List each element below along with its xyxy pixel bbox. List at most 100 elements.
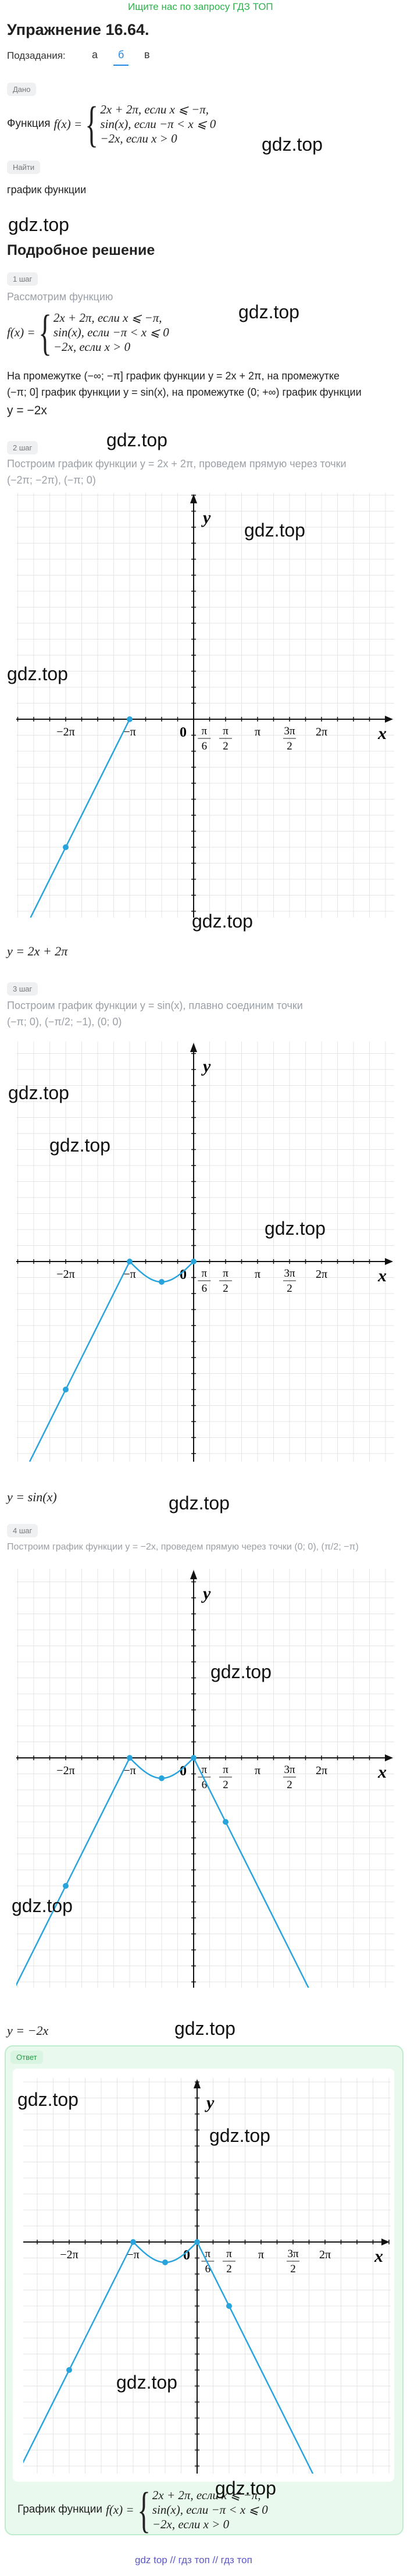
plot-point	[191, 1259, 197, 1264]
x-arrow	[381, 2239, 390, 2245]
find-text: график функции	[7, 184, 87, 196]
watermark: gdz.top	[238, 301, 299, 322]
watermark: gdz.top	[174, 2018, 235, 2039]
x-tick-label: π	[255, 1268, 260, 1281]
x-tick-label: −π	[123, 726, 135, 738]
axis-label-x: x	[377, 1266, 387, 1285]
watermark: gdz.top	[215, 2478, 276, 2499]
watermark: gdz.top	[17, 2089, 78, 2110]
plot-line	[16, 1757, 131, 1987]
x-tick-label: 2π	[319, 2248, 331, 2261]
watermark: gdz.top	[49, 1135, 110, 1156]
subtask-tab[interactable]: а	[92, 49, 98, 61]
x-tick-label-den: 2	[287, 740, 292, 752]
y-arrow	[190, 1043, 197, 1052]
y-arrow	[190, 494, 197, 503]
brace: {	[137, 2482, 151, 2538]
watermark: gdz.top	[8, 214, 69, 235]
x-tick-label-num: π	[223, 1764, 229, 1776]
x-tick-label: −π	[127, 2248, 139, 2261]
step-result: y = −2x	[7, 2023, 49, 2038]
x-tick-label-den: 2	[223, 1282, 229, 1295]
x-tick-label: −π	[123, 1764, 135, 1777]
subtask-tab[interactable]: в	[144, 49, 150, 61]
x-tick-label-num: 3π	[284, 725, 295, 737]
x-tick-label: −2π	[56, 1268, 74, 1281]
plot-point	[63, 844, 69, 850]
x-tick-label-den: 6	[202, 1779, 208, 1791]
plot-line	[28, 1261, 131, 1462]
step-text: (−π; 0] график функции y = sin(x), на пр…	[7, 386, 362, 398]
x-tick-label-num: 3π	[287, 2248, 299, 2260]
plot-point	[159, 1279, 165, 1285]
step-text: На промежутке (−∞; −π] график функции y …	[7, 370, 340, 382]
step-text: y = −2x	[7, 404, 47, 417]
axis-label-y: y	[205, 2093, 215, 2112]
plot-point	[127, 1755, 133, 1761]
case: 2x + 2π, если x ⩽ −π,	[53, 310, 162, 325]
x-tick-label-num: π	[202, 1267, 208, 1280]
case: sin(x), если −π < x ⩽ 0	[100, 116, 216, 131]
x-tick-label-num: π	[202, 725, 208, 737]
case: −2x, если x > 0	[100, 131, 177, 145]
x-tick-label-num: π	[202, 1764, 208, 1776]
axis-label-x: x	[377, 1763, 387, 1782]
top-link[interactable]: Ищите нас по запросу ГДЗ ТОП	[128, 1, 273, 12]
axis-label-x: x	[374, 2247, 383, 2266]
x-tick-label: −2π	[56, 726, 74, 738]
x-tick-label-den: 2	[223, 740, 229, 752]
x-tick-label-num: π	[223, 725, 229, 737]
plot-line	[196, 2241, 314, 2474]
plot-line	[23, 2241, 134, 2464]
step-result: y = sin(x)	[7, 1490, 57, 1504]
x-arrow	[385, 1754, 393, 1761]
plot-point	[159, 1775, 165, 1782]
watermark: gdz.top	[116, 2372, 177, 2393]
plot-point	[63, 1883, 69, 1889]
watermark: gdz.top	[12, 1895, 73, 1916]
x-tick-label-num: 3π	[284, 1267, 295, 1280]
x-tick-label-num: π	[205, 2248, 211, 2260]
piecewise-function: Функция f(x) ={2x + 2π, если x ⩽ −π, sin(x…	[7, 99, 216, 149]
step-label: 2 шаг	[7, 441, 38, 454]
step-result: y = 2x + 2π	[7, 944, 68, 958]
watermark: gdz.top	[265, 1218, 326, 1239]
y-arrow	[190, 1570, 197, 1579]
answer-label: Ответ	[10, 2051, 43, 2064]
x-tick-label: 2π	[316, 1764, 327, 1777]
watermark: gdz.top	[7, 663, 68, 684]
subtask-tab[interactable]: б	[113, 49, 129, 66]
subtasks-label: Подзадания:	[7, 50, 66, 61]
step-text: Построим график функции y = 2x + 2π, про…	[7, 458, 347, 470]
find-label: Найти	[7, 161, 41, 174]
cases: 2x + 2π, если x ⩽ −π, sin(x), если −π < x…	[152, 2488, 268, 2532]
origin-label: 0	[180, 725, 187, 740]
watermark: gdz.top	[262, 134, 323, 155]
case: sin(x), если −π < x ⩽ 0	[53, 325, 169, 339]
step-text: (−π; 0), (−π/2; −1), (0; 0)	[7, 1016, 122, 1028]
plot-point	[226, 2303, 232, 2309]
x-tick-label-den: 2	[290, 2263, 296, 2275]
x-tick-label: −π	[123, 1268, 135, 1281]
x-tick-label: 2π	[316, 1268, 327, 1281]
plot-point	[223, 1819, 229, 1825]
x-tick-label: π	[255, 726, 260, 738]
step-text: (−2π; −2π), (−π; 0)	[7, 474, 96, 486]
plot-point	[66, 2367, 72, 2373]
plot-point	[130, 2239, 136, 2245]
function-prefix: График функции	[17, 2503, 103, 2515]
piecewise-function: График функции f(x) ={2x + 2π, если x ⩽ −…	[17, 2485, 268, 2535]
watermark: gdz.top	[106, 429, 167, 450]
case: −2x, если x > 0	[53, 339, 131, 354]
plot-point	[63, 1387, 69, 1392]
step-label: 3 шаг	[7, 982, 38, 996]
plot-point	[127, 1259, 133, 1264]
x-tick-label-num: π	[226, 2248, 232, 2260]
x-tick-label-num: 3π	[284, 1764, 295, 1776]
y-arrow	[194, 2079, 201, 2088]
footer: gdz top // гдз топ // гдз топ	[135, 2554, 252, 2566]
